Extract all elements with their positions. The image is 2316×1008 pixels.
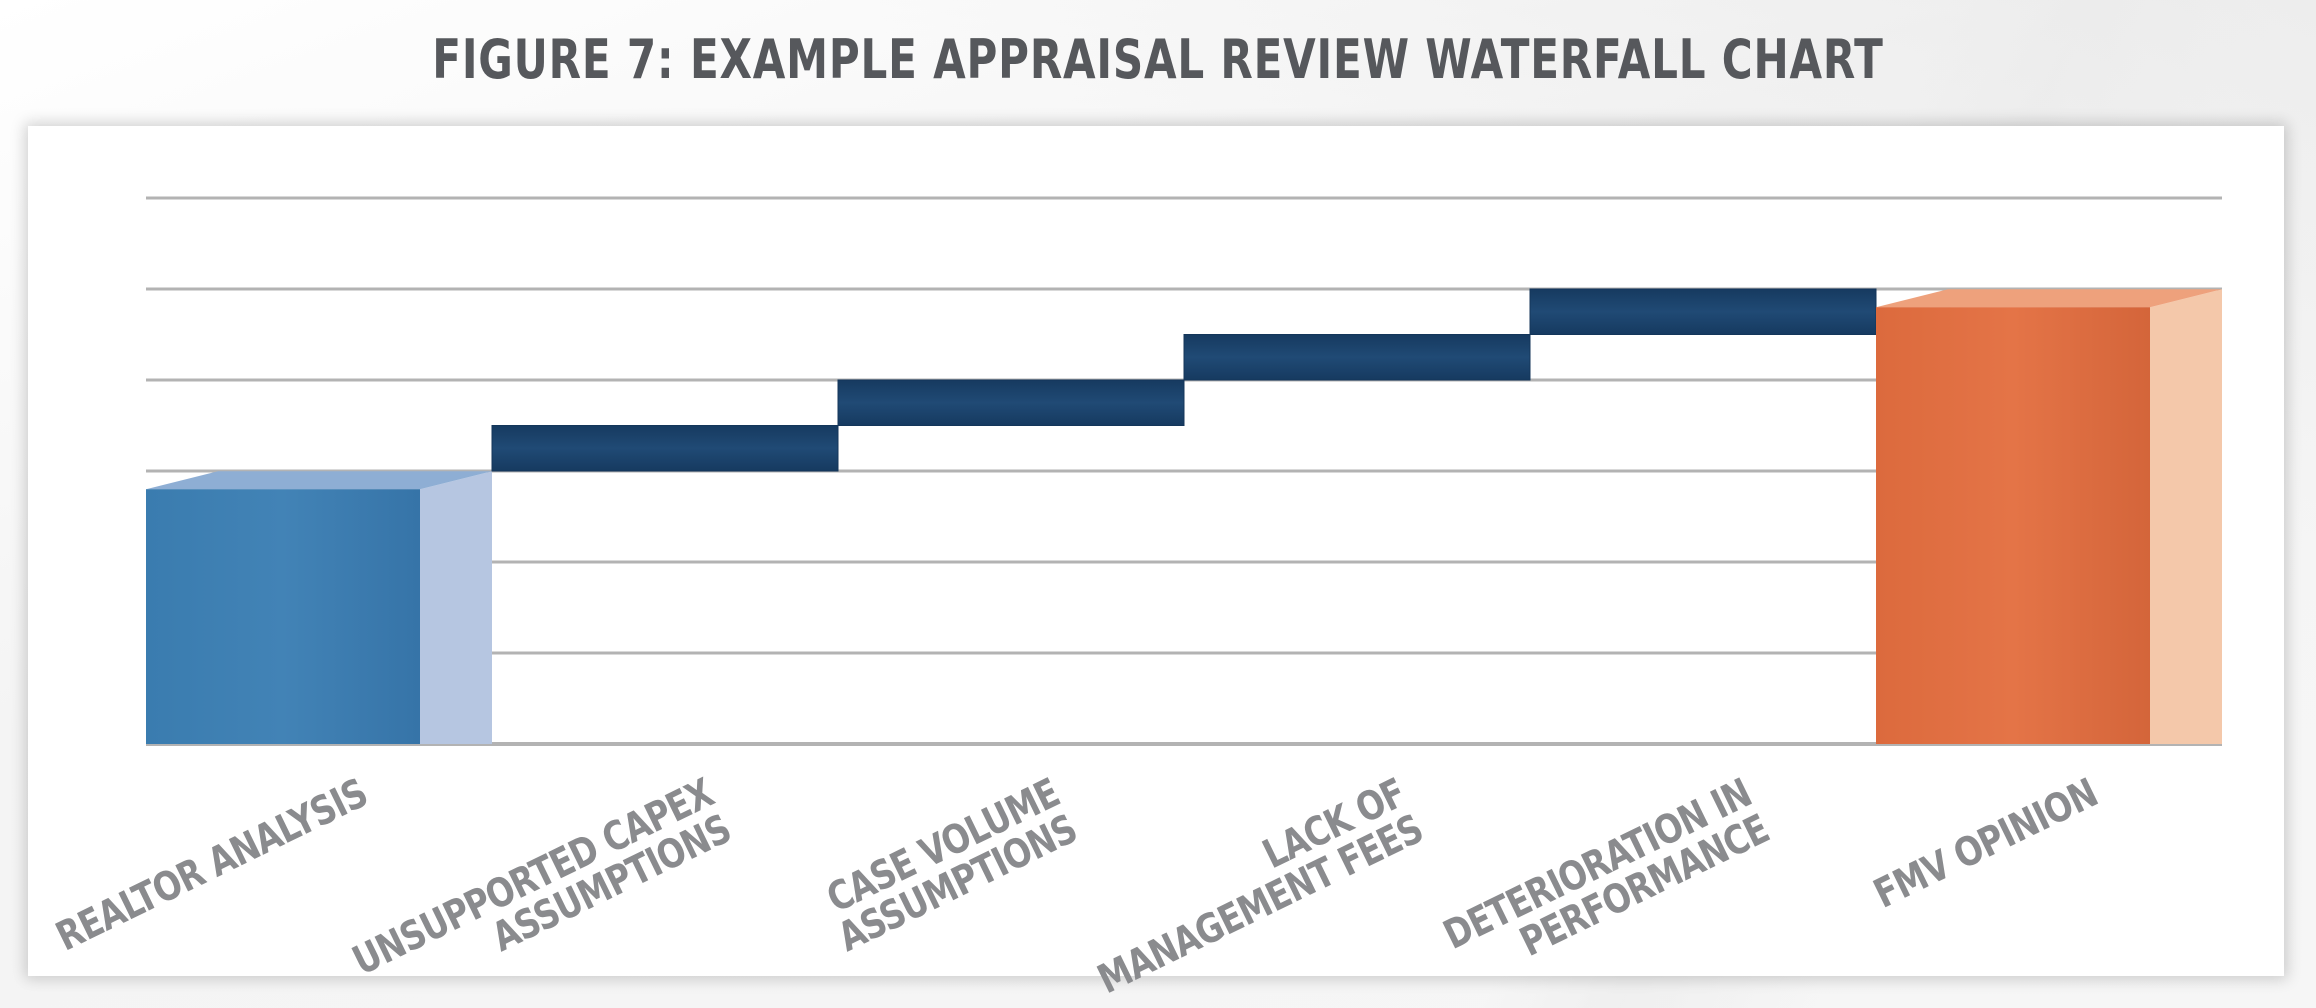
step-bar: [837, 379, 1185, 426]
total-bar-top: [1876, 289, 2222, 308]
step-bar: [491, 425, 839, 472]
category-label-line: FMV OPINION: [1866, 769, 2104, 917]
end-total-bar: [1876, 307, 2150, 744]
step-bar: [1183, 334, 1531, 381]
category-label-line: REALTOR ANALYSIS: [49, 769, 375, 960]
chart-title: FIGURE 7: EXAMPLE APPRAISAL REVIEW WATER…: [432, 28, 1884, 91]
total-bar-side: [420, 471, 492, 744]
total-bar-side: [2150, 289, 2222, 744]
start-total-bar: [146, 489, 420, 744]
total-bar-top: [146, 471, 492, 490]
bars: [146, 288, 2222, 744]
category-label: FMV OPINION: [1866, 769, 2104, 917]
step-bar: [1529, 288, 1877, 335]
category-label: REALTOR ANALYSIS: [49, 769, 375, 960]
